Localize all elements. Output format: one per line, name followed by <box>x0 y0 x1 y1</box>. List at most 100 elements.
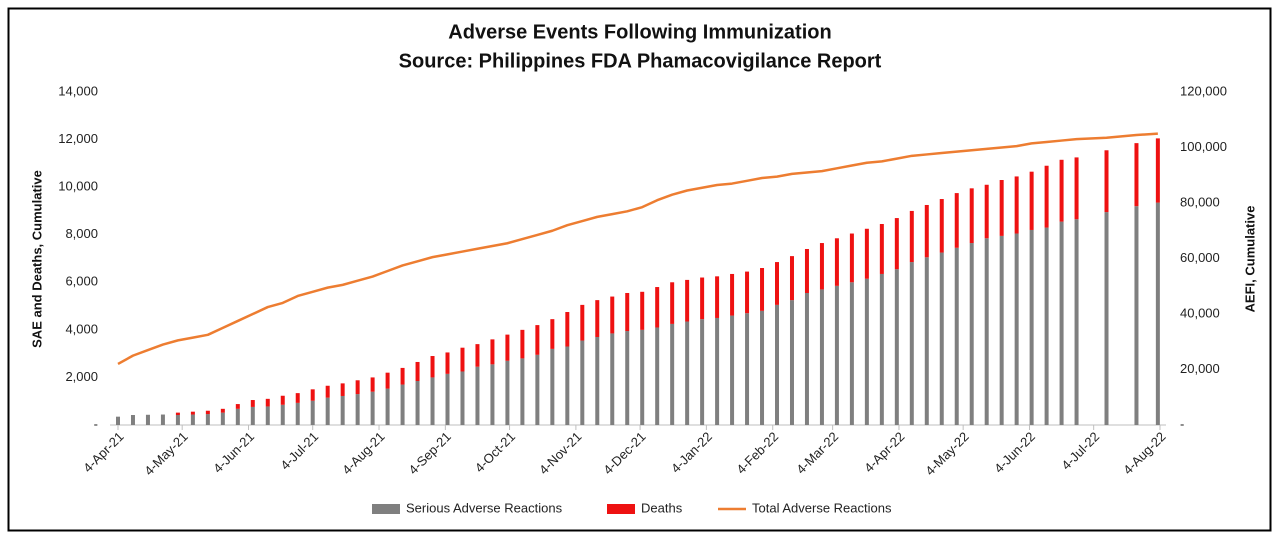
bar-segment <box>700 319 705 425</box>
y-tick-label: 14,000 <box>58 83 98 98</box>
bar-segment <box>789 256 794 301</box>
bar-segment <box>849 282 854 425</box>
bar-segment <box>205 414 210 425</box>
bar-segment <box>310 389 315 401</box>
bar-segment <box>265 406 270 425</box>
bar-segment <box>789 300 794 425</box>
bar-segment <box>535 354 540 425</box>
legend-label: Total Adverse Reactions <box>752 500 892 515</box>
bar-segment <box>235 404 240 409</box>
bar-segment <box>1044 227 1049 425</box>
bar-segment <box>430 377 435 425</box>
bar-segment <box>505 360 510 425</box>
bar-segment <box>760 310 765 425</box>
bar-segment <box>220 412 225 425</box>
bar-segment <box>640 291 645 330</box>
bar-segment <box>340 383 345 396</box>
bar-segment <box>879 224 884 274</box>
bar-segment <box>565 346 570 425</box>
bar-segment <box>280 404 285 425</box>
bar-segment <box>235 408 240 425</box>
bar-segment <box>1074 219 1079 425</box>
bar-segment <box>1155 202 1160 425</box>
bar-segment <box>220 408 225 413</box>
bar-segment <box>370 377 375 392</box>
y2-tick-label: 120,000 <box>1180 83 1227 98</box>
bar-segment <box>939 199 944 253</box>
bar-segment <box>625 292 630 332</box>
bar-segment <box>999 180 1004 236</box>
bar-segment <box>760 268 765 311</box>
bar-segment <box>984 238 989 425</box>
bar-segment <box>999 235 1004 425</box>
bar-segment <box>370 391 375 425</box>
bar-segment <box>190 411 195 415</box>
bar-segment <box>190 414 195 425</box>
bar-segment <box>295 402 300 425</box>
bar-segment <box>610 296 615 334</box>
bar-segment <box>400 384 405 425</box>
bar-segment <box>415 361 420 381</box>
bar-segment <box>924 204 929 258</box>
bar-segment <box>340 395 345 425</box>
bar-segment <box>670 323 675 425</box>
bar-segment <box>430 356 435 378</box>
bar-segment <box>175 415 180 425</box>
bar-segment <box>580 304 585 341</box>
bar-segment <box>1029 229 1034 425</box>
bar-segment <box>909 210 914 263</box>
bar-segment <box>954 193 959 248</box>
bar-segment <box>849 233 854 283</box>
bar-segment <box>550 319 555 349</box>
bar-segment <box>116 416 120 425</box>
bar-segment <box>819 289 824 425</box>
bar-segment <box>1044 165 1049 228</box>
bar-segment <box>804 292 809 425</box>
bar-segment <box>685 279 690 322</box>
bar-segment <box>1014 176 1019 234</box>
bar-segment <box>205 410 210 415</box>
bar-segment <box>550 348 555 425</box>
bar-segment <box>1074 157 1079 220</box>
bar-segment <box>310 400 315 425</box>
bar-segment <box>415 380 420 425</box>
bar-segment <box>445 352 450 374</box>
bar-segment <box>864 278 869 425</box>
bar-segment <box>250 400 255 407</box>
bar-segment <box>894 218 899 270</box>
bar-segment <box>385 388 390 425</box>
bar-segment <box>130 415 135 425</box>
bar-segment <box>924 257 929 425</box>
y2-tick-label: 80,000 <box>1180 194 1220 209</box>
y-tick-label: 4,000 <box>65 321 98 336</box>
bar-segment <box>565 312 570 347</box>
y2-tick-label: 60,000 <box>1180 250 1220 265</box>
bar-segment <box>819 243 824 290</box>
bar-segment <box>595 336 600 425</box>
bar-segment <box>745 313 750 425</box>
bar-segment <box>834 238 839 286</box>
bar-segment <box>715 317 720 425</box>
bar-segment <box>535 325 540 355</box>
bar-segment <box>715 276 720 318</box>
y-axis-title: SAE and Deaths, Cumulative <box>29 170 44 348</box>
bar-segment <box>355 380 360 395</box>
y-tick-label: 10,000 <box>58 179 98 194</box>
bar-segment <box>909 262 914 425</box>
bar-segment <box>745 271 750 314</box>
bar-segment <box>670 282 675 324</box>
y-tick-label: 12,000 <box>58 131 98 146</box>
chart-subtitle: Source: Philippines FDA Phamacovigilance… <box>399 50 882 72</box>
bar-segment <box>460 371 465 425</box>
bar-segment <box>954 247 959 425</box>
bar-segment <box>265 398 270 407</box>
bar-segment <box>939 252 944 425</box>
bar-segment <box>1134 206 1139 425</box>
bar-segment <box>1134 143 1139 207</box>
bar-segment <box>984 184 989 239</box>
y2-tick-label: 40,000 <box>1180 305 1220 320</box>
bar-segment <box>325 397 330 425</box>
bar-segment <box>700 277 705 320</box>
bar-segment <box>730 273 735 316</box>
